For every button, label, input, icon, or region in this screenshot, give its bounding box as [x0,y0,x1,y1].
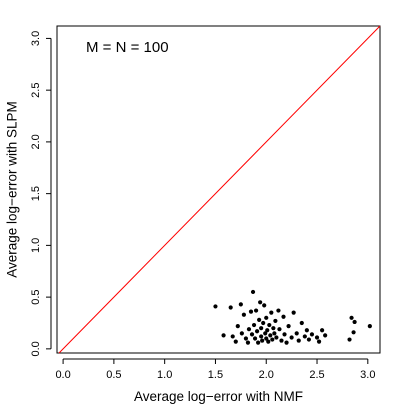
x-axis: 0.0 0.5 1.0 1.5 2.0 2.5 3.0 [55,358,375,381]
x-tick-label: 0.5 [106,369,121,381]
data-point [352,319,357,325]
data-point [277,327,282,332]
data-point [233,339,238,344]
data-point [249,332,255,337]
data-point [309,332,315,337]
data-point [276,308,281,313]
data-point [259,334,264,339]
y-axis-label: Average log−error with SLPM [5,101,20,277]
data-point [349,315,354,320]
plot-frame [56,25,381,354]
chart-annotation: M = N = 100 [86,39,169,56]
data-point [306,337,311,342]
y-tick-label: 2.5 [30,83,42,98]
data-point [302,334,307,339]
data-point [264,336,269,341]
data-point [323,333,328,338]
data-point [256,340,261,345]
y-tick-label: 0.0 [30,341,42,356]
data-point [235,323,240,329]
data-point [296,338,301,343]
data-points [213,289,372,345]
data-point [316,339,322,344]
data-point [270,337,275,342]
data-point [257,317,262,322]
data-point [282,332,287,337]
y-tick-label: 3.0 [30,31,42,46]
data-point [245,340,251,345]
data-point [230,334,235,339]
y-axis: 0.0 0.5 1.0 1.5 2.0 2.5 3.0 [30,31,52,357]
data-point [273,318,278,324]
data-point [238,302,243,307]
data-point [284,340,289,345]
data-point [239,331,244,336]
data-point [266,339,271,344]
data-point [304,328,309,333]
data-point [347,337,352,342]
data-point [351,330,356,335]
x-tick-label: 2.5 [309,369,324,381]
x-axis-label: Average log−error with NMF [134,389,303,404]
x-tick-label: 2.0 [259,369,274,381]
data-point [264,315,269,320]
data-point [253,308,259,313]
data-point [251,322,257,328]
data-point [243,336,249,341]
data-point [228,305,233,310]
data-point [213,304,218,309]
y-tick-label: 2.0 [30,134,42,149]
data-point [281,314,286,319]
data-point [263,331,268,336]
data-point [320,328,325,333]
data-point [241,312,246,317]
data-point [286,323,291,329]
data-point [367,323,372,329]
data-point [268,333,273,338]
data-point [299,320,304,326]
data-point [294,331,299,336]
data-point [269,310,274,315]
x-tick-label: 1.5 [208,369,223,381]
y-tick-label: 1.5 [30,186,42,201]
x-tick-label: 0.0 [55,369,70,381]
data-point [267,322,272,328]
data-point [271,326,276,331]
x-tick-label: 1.0 [157,369,172,381]
data-point [291,310,296,315]
data-point [248,309,254,314]
y-tick-label: 0.5 [30,289,42,304]
data-point [258,300,263,305]
data-point [260,338,265,343]
data-point [250,289,256,295]
data-point [261,320,266,326]
y-tick-label: 1.0 [30,238,42,253]
reference-line-y-equals-x [58,25,381,354]
data-point [272,331,277,336]
data-point [314,335,320,340]
data-point [221,333,226,338]
data-point [246,327,252,332]
data-point [259,326,264,331]
data-point [289,335,294,340]
data-point [279,338,284,343]
data-point [274,335,279,340]
x-tick-label: 3.0 [360,369,375,381]
data-point [265,328,270,333]
data-point [254,329,260,334]
data-point [252,336,258,341]
data-point [262,303,267,308]
